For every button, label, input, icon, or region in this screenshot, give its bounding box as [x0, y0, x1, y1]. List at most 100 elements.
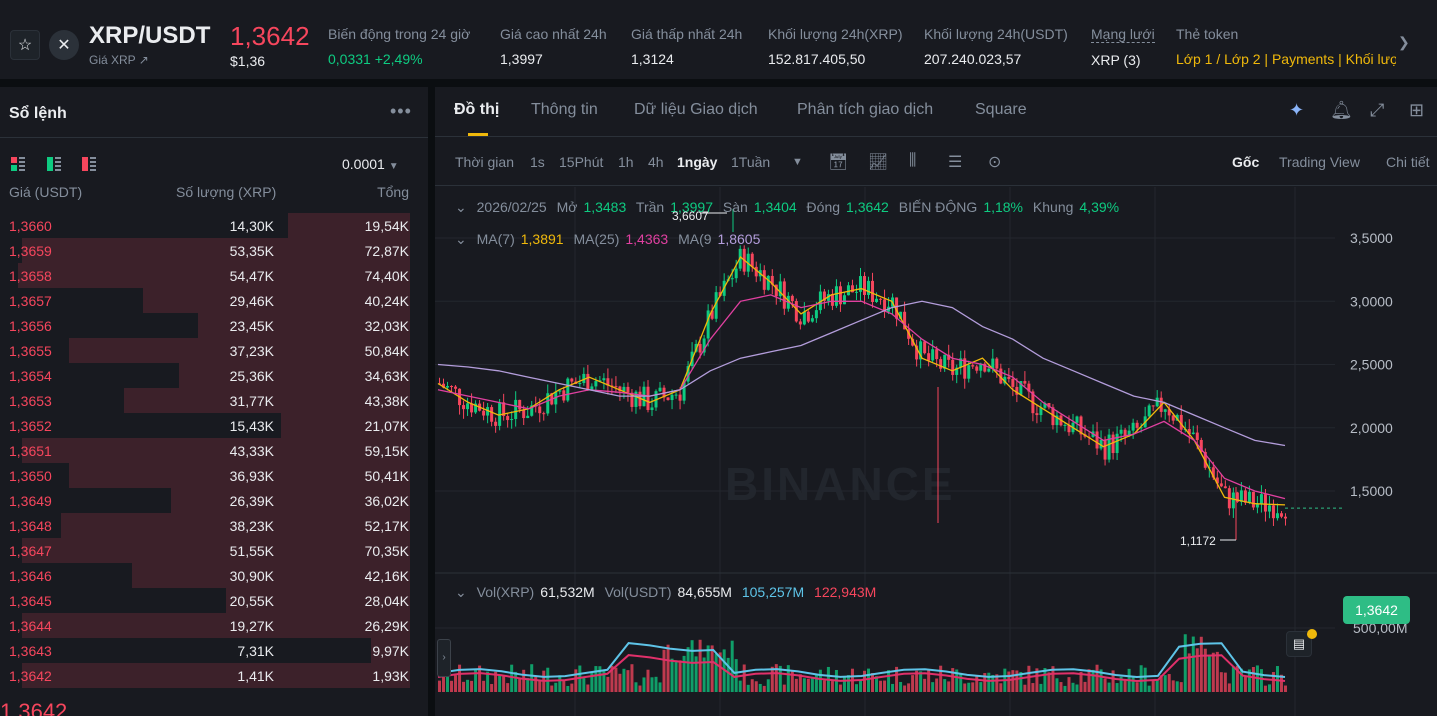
- candle-body: [522, 409, 526, 419]
- orderbook-both-view-icon[interactable]: [11, 157, 25, 171]
- pair-subtitle-link[interactable]: Giá XRP ↗: [89, 53, 149, 67]
- chart-svg[interactable]: 3,5000 3,0000 2,5000 2,0000 1,5000 500,00M: [435, 187, 1437, 716]
- stat-24h-low: Giá thấp nhất 24h 1,3124: [631, 26, 742, 67]
- volume-bar: [758, 683, 762, 692]
- more-options-icon[interactable]: •••: [390, 101, 412, 121]
- view-depth[interactable]: Chi tiết: [1386, 154, 1430, 170]
- collapse-chevron-icon[interactable]: ⌄: [455, 584, 467, 600]
- ask-row[interactable]: 1,3646 30,90K 42,16K: [0, 563, 428, 588]
- ma99-value: 1,8605: [717, 231, 761, 247]
- tab-info[interactable]: Thông tin: [531, 101, 598, 118]
- ask-row[interactable]: 1,3650 36,93K 50,41K: [0, 463, 428, 488]
- volume-bar: [574, 669, 578, 692]
- ask-row[interactable]: 1,3653 31,77K 43,38K: [0, 388, 428, 413]
- tab-chart[interactable]: Đồ thị: [454, 101, 500, 118]
- ask-row[interactable]: 1,3659 53,35K 72,87K: [0, 238, 428, 263]
- tab-trading-data[interactable]: Dữ liệu Giao dịch: [634, 101, 758, 118]
- candle-body: [1027, 383, 1031, 392]
- depth-bar: [143, 288, 410, 313]
- pair-name[interactable]: XRP/USDT: [89, 22, 211, 49]
- precision-select[interactable]: 0.0001 ▼: [342, 156, 399, 172]
- chart-settings-icon[interactable]: ☰: [948, 154, 963, 171]
- ask-row[interactable]: 1,3647 51,55K 70,35K: [0, 538, 428, 563]
- stat-label: Giá thấp nhất 24h: [631, 26, 743, 42]
- ask-qty: 23,45K: [229, 318, 274, 334]
- ai-sparkle-icon[interactable]: ✦: [1289, 100, 1305, 120]
- ask-price: 1,3651: [9, 443, 52, 459]
- interval-1w[interactable]: 1Tuần: [731, 154, 771, 170]
- volume-bar: [1279, 674, 1283, 692]
- expand-panel-handle[interactable]: ›: [437, 639, 451, 677]
- candle-body: [951, 359, 955, 375]
- ask-row[interactable]: 1,3643 7,31K 9,97K: [0, 638, 428, 663]
- ask-row[interactable]: 1,3649 26,39K 36,02K: [0, 488, 428, 513]
- volume-bar: [1231, 666, 1235, 692]
- volume-bar: [1283, 685, 1287, 692]
- volume-bar: [1195, 648, 1199, 692]
- ask-row[interactable]: 1,3658 54,47K 74,40K: [0, 263, 428, 288]
- ask-row[interactable]: 1,3651 43,33K 59,15K: [0, 438, 428, 463]
- candle-body: [1147, 405, 1151, 417]
- candle-body: [526, 415, 530, 419]
- interval-1d[interactable]: 1ngày: [677, 154, 718, 170]
- view-tradingview[interactable]: Trading View: [1279, 154, 1360, 170]
- volume-bar: [746, 684, 750, 692]
- volume-bar: [951, 668, 955, 692]
- collapse-chevron-icon[interactable]: ⌄: [455, 231, 467, 247]
- stat-token-tags[interactable]: Thẻ token Lớp 1 / Lớp 2 | Payments | Khố…: [1176, 26, 1396, 67]
- volume-bar: [1135, 682, 1139, 692]
- interval-15m[interactable]: 15Phút: [559, 154, 604, 170]
- candle-body: [490, 407, 494, 422]
- collapse-chevron-icon[interactable]: ⌄: [455, 199, 467, 215]
- volume-bar: [1131, 676, 1135, 692]
- indicator-icon[interactable]: 📈︎: [868, 154, 889, 171]
- candlestick-chart[interactable]: BINANCE 3,5000 3,0000 2,5000 2,0000 1,5000 50…: [435, 187, 1437, 716]
- interval-4h[interactable]: 4h: [648, 154, 664, 170]
- orderbook-asks-view-icon[interactable]: [82, 157, 96, 171]
- price-axis-label: 3,5000: [1350, 230, 1393, 246]
- candle-body: [658, 387, 662, 392]
- favorite-star-icon[interactable]: ☆: [10, 30, 40, 60]
- volume-bar: [658, 682, 662, 692]
- candle-body: [542, 413, 546, 415]
- volume-legend: ⌄ Vol(XRP) 61,532M Vol(USDT) 84,655M 105,2…: [455, 584, 882, 601]
- drawing-tools-icon[interactable]: ⊙: [988, 154, 1002, 171]
- ask-row[interactable]: 1,3657 29,46K 40,24K: [0, 288, 428, 313]
- ask-row[interactable]: 1,3648 38,23K 52,17K: [0, 513, 428, 538]
- candle-body: [762, 270, 766, 290]
- interval-time[interactable]: Thời gian: [455, 154, 514, 170]
- tab-trade-analysis[interactable]: Phân tích giao dịch: [797, 101, 934, 118]
- ask-row[interactable]: 1,3660 14,30K 19,54K: [0, 213, 428, 238]
- stat-value[interactable]: Lớp 1 / Lớp 2 | Payments | Khối lượ: [1176, 51, 1396, 67]
- calendar-icon[interactable]: 📅︎: [828, 154, 849, 171]
- ask-row[interactable]: 1,3656 23,45K 32,03K: [0, 313, 428, 338]
- view-original[interactable]: Gốc: [1232, 154, 1260, 170]
- expand-icon[interactable]: ⤢: [1370, 100, 1385, 120]
- ask-row[interactable]: 1,3654 25,36K 34,63K: [0, 363, 428, 388]
- volume-bar: [931, 682, 935, 692]
- bell-icon[interactable]: 🔔︎: [1330, 100, 1353, 120]
- candle-body: [446, 386, 450, 388]
- close-icon[interactable]: ✕: [49, 30, 79, 60]
- ask-row[interactable]: 1,3655 37,23K 50,84K: [0, 338, 428, 363]
- layout-grid-icon[interactable]: ⊞: [1409, 100, 1425, 120]
- volume-bar: [1267, 684, 1271, 692]
- ask-row[interactable]: 1,3652 15,43K 21,07K: [0, 413, 428, 438]
- ask-row[interactable]: 1,3645 20,55K 28,04K: [0, 588, 428, 613]
- volume-bar: [927, 669, 931, 692]
- stat-network[interactable]: Mạng lưới XRP (3): [1091, 26, 1155, 68]
- volume-bar: [979, 682, 983, 692]
- orderbook-bids-view-icon[interactable]: [47, 157, 61, 171]
- candle-body: [482, 410, 486, 416]
- candle-body: [1107, 434, 1111, 460]
- chevron-right-icon[interactable]: ❯: [1398, 34, 1410, 50]
- tab-square[interactable]: Square: [975, 101, 1027, 118]
- interval-dropdown-icon[interactable]: ▼: [792, 156, 803, 168]
- ask-row[interactable]: 1,3644 19,27K 26,29K: [0, 613, 428, 638]
- interval-1h[interactable]: 1h: [618, 154, 634, 170]
- candle-type-icon[interactable]: ⫼: [909, 152, 917, 169]
- interval-1s[interactable]: 1s: [530, 154, 545, 170]
- candle-body: [1211, 467, 1215, 478]
- candle-body: [895, 297, 899, 319]
- ask-row[interactable]: 1,3642 1,41K 1,93K: [0, 663, 428, 688]
